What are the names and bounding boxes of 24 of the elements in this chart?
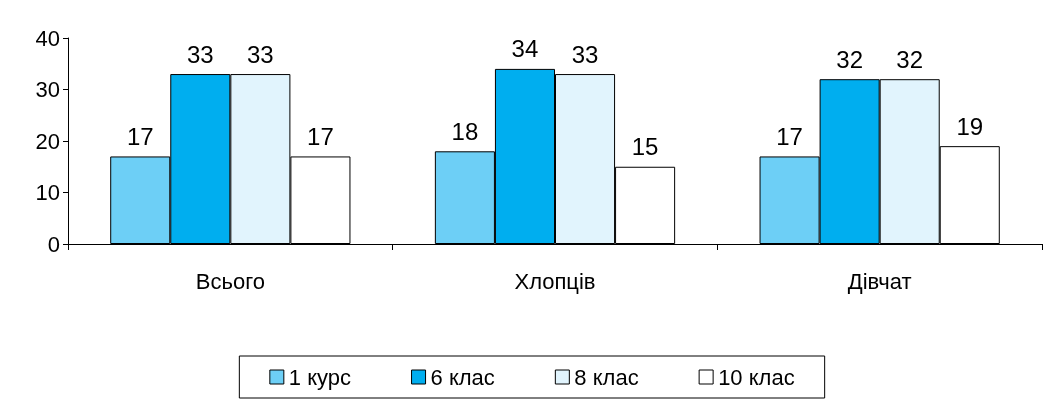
data-label: 17 xyxy=(307,122,334,150)
x-tick-label: Всього xyxy=(195,268,265,294)
data-label: 32 xyxy=(836,45,863,73)
data-label: 33 xyxy=(247,40,274,68)
y-tick-label: 30 xyxy=(35,77,60,102)
legend-label: 10 клас xyxy=(718,364,795,390)
data-label: 19 xyxy=(956,112,984,140)
x-tick-label: Хлопців xyxy=(514,268,596,294)
data-label: 18 xyxy=(451,117,479,145)
data-label: 33 xyxy=(186,40,214,68)
data-label: 32 xyxy=(896,45,924,73)
legend-label: 1 курс xyxy=(288,364,352,390)
data-label: 33 xyxy=(571,40,599,68)
data-label: 34 xyxy=(511,35,539,63)
y-tick-label: 0 xyxy=(47,231,60,257)
legend-label: 8 клас xyxy=(574,364,639,390)
data-label: 17 xyxy=(776,122,803,150)
y-tick-label: 40 xyxy=(35,25,60,51)
data-label: 15 xyxy=(631,133,659,161)
legend-label: 6 клас xyxy=(430,364,495,390)
data-label: 17 xyxy=(126,122,154,150)
y-tick-label: 10 xyxy=(35,180,60,205)
y-tick-label: 20 xyxy=(35,128,60,154)
x-tick-label: Дівчат xyxy=(847,268,912,294)
